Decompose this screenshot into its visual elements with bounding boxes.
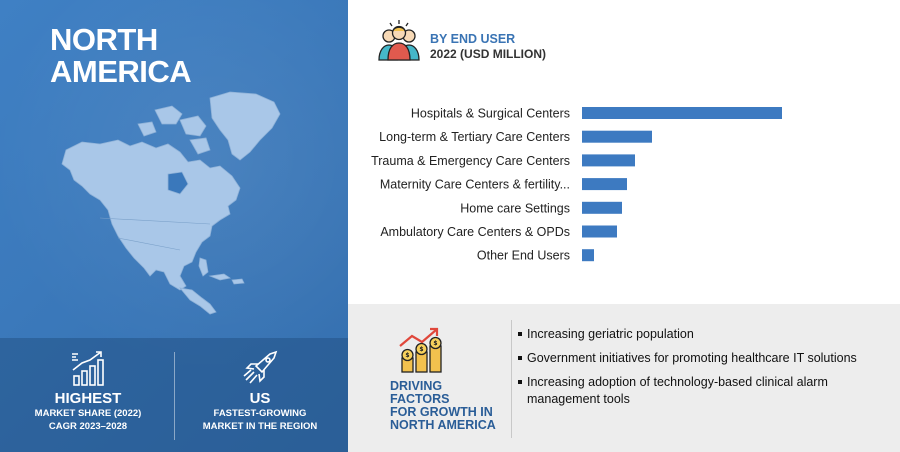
- north-america-map-icon: [61, 91, 281, 315]
- category-label: Trauma & Emergency Care Centers: [371, 154, 570, 168]
- category-label: Home care Settings: [460, 201, 570, 215]
- region-panel: NORTH AMERICA: [0, 0, 348, 452]
- chart-title: BY END USER: [430, 32, 516, 46]
- drivers-heading: DRIVING FACTORS FOR GROWTH IN NORTH AMER…: [390, 380, 500, 432]
- svg-text:$: $: [433, 340, 437, 347]
- driver-item: Increasing geriatric population: [518, 326, 888, 343]
- category-label: Ambulatory Care Centers & OPDs: [380, 225, 570, 239]
- bar: [582, 201, 622, 214]
- bar: [582, 249, 594, 262]
- svg-text:$: $: [419, 346, 423, 353]
- stat-us: US FASTEST-GROWING MARKET IN THE REGION: [180, 348, 340, 433]
- region-title-line2: AMERICA: [50, 54, 192, 89]
- bar: [582, 225, 617, 238]
- drivers-heading-line1: DRIVING FACTORS: [390, 379, 450, 406]
- stat-highest-label: HIGHEST: [54, 390, 122, 407]
- category-label: Hospitals & Surgical Centers: [411, 107, 570, 121]
- stat-us-label: US: [249, 390, 271, 407]
- category-label: Long-term & Tertiary Care Centers: [379, 130, 570, 144]
- bar: [582, 107, 782, 119]
- stat-us-line1: FASTEST-GROWING: [213, 408, 307, 419]
- drivers-area: $ $ $ DRIVING FACTORS FOR GROWTH IN NORT…: [348, 304, 900, 452]
- driver-item: Increasing adoption of technology-based …: [518, 374, 888, 408]
- drivers-list: Increasing geriatric population Governme…: [518, 326, 888, 415]
- driver-item: Government initiatives for promoting hea…: [518, 350, 888, 367]
- bar: [582, 178, 627, 191]
- stats-band: [0, 338, 348, 452]
- stat-highest-line2: CAGR 2023–2028: [48, 421, 128, 432]
- drivers-heading-line2: FOR GROWTH IN: [390, 405, 493, 419]
- bar: [582, 154, 635, 167]
- category-label: Maternity Care Centers & fertility...: [380, 178, 570, 192]
- drivers-divider: [511, 320, 512, 438]
- region-title: NORTH AMERICA: [50, 24, 310, 88]
- people-group-icon: [378, 20, 420, 61]
- category-label: Other End Users: [477, 249, 570, 263]
- bar-chart-growth-icon: [72, 351, 104, 386]
- stats-divider: [174, 352, 175, 440]
- stat-us-line2: MARKET IN THE REGION: [202, 421, 318, 432]
- chart-area: BY END USER 2022 (USD MILLION) Hospitals…: [348, 0, 900, 304]
- rocket-icon: [243, 350, 278, 384]
- region-title-line1: NORTH: [50, 22, 158, 57]
- drivers-heading-line3: NORTH AMERICA: [390, 418, 496, 432]
- chart-subtitle: 2022 (USD MILLION): [430, 47, 547, 61]
- stat-highest-line1: MARKET SHARE (2022): [34, 408, 142, 419]
- bar: [582, 130, 652, 143]
- svg-text:$: $: [405, 352, 409, 359]
- end-user-bar-chart: Hospitals & Surgical Centers Long-term & …: [371, 107, 782, 263]
- coins-growth-icon: $ $ $: [399, 327, 442, 373]
- stat-highest: HIGHEST MARKET SHARE (2022) CAGR 2023–20…: [18, 348, 158, 433]
